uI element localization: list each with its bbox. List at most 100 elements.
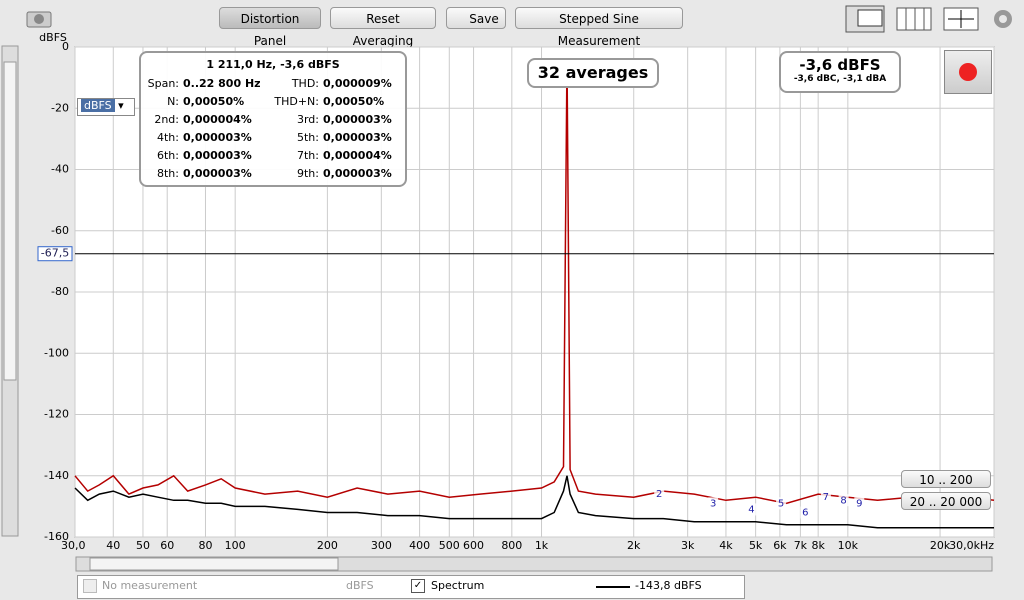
readout-label: 3rd:: [296, 113, 319, 126]
readout-value: 0,000003%: [183, 131, 252, 144]
harmonic-label: 9: [856, 498, 862, 509]
scroll-thumb[interactable]: [3, 61, 17, 381]
unit-select[interactable]: dBFS ▾: [77, 98, 135, 116]
readout-label: N:: [167, 95, 179, 108]
harmonic-marker: [800, 506, 811, 519]
y-tick-label: -160: [44, 530, 69, 543]
harmonic-marker: [820, 491, 831, 504]
record-button[interactable]: [944, 50, 992, 94]
x-tick-label: 30,0kHz: [949, 539, 994, 552]
button[interactable]: Save: [446, 7, 506, 29]
x-tick-label: 10k: [838, 539, 859, 552]
y-tick-label: -80: [51, 285, 69, 298]
x-tick-label: 60: [160, 539, 174, 552]
readout-label: 5th:: [297, 131, 319, 144]
x-tick-label: 8k: [811, 539, 825, 552]
readout-value: 0,000003%: [183, 167, 252, 180]
y-tick-label: -40: [51, 163, 69, 176]
readout-label: 4th:: [157, 131, 179, 144]
harmonic-marker: [838, 494, 849, 507]
camera-icon[interactable]: [26, 8, 52, 28]
readout-label: THD:: [291, 77, 319, 90]
x-tick-label: 600: [463, 539, 484, 552]
readout-value: 0,00050%: [323, 95, 385, 108]
legend: No measurement dBFS ✓ Spectrum -143,8 dB…: [77, 575, 745, 599]
harmonic-label: 4: [748, 504, 754, 515]
readout-value: 0,000003%: [183, 149, 252, 162]
x-tick-label: 80: [198, 539, 212, 552]
x-tick-label: 30,0: [61, 539, 86, 552]
harmonic-marker: [776, 497, 787, 510]
view-icons[interactable]: [840, 2, 1020, 34]
spectrum-line: [74, 475, 994, 529]
readout-value: 0,000004%: [323, 149, 392, 162]
readout-value: 0,000009%: [323, 77, 392, 90]
readout-value: 0,000003%: [323, 167, 392, 180]
x-tick-label: 5k: [749, 539, 763, 552]
scrollbar[interactable]: [1, 45, 19, 537]
checkbox[interactable]: [83, 579, 97, 593]
x-tick-label: 3k: [681, 539, 695, 552]
y-axis-label: dBFS: [39, 31, 67, 44]
x-tick-label: 20k: [930, 539, 951, 552]
x-tick-label: 7k: [794, 539, 808, 552]
x-tick-label: 800: [501, 539, 522, 552]
readout-title: 1 211,0 Hz, -3,6 dBFS: [206, 58, 340, 71]
cursor-label-box: [37, 246, 73, 262]
readout-value: 0,00050%: [183, 95, 245, 108]
legend-item: No measurement: [102, 579, 198, 592]
harmonic-marker: [746, 503, 757, 516]
scrollbar[interactable]: [75, 556, 993, 572]
readout-label: 8th:: [157, 167, 179, 180]
range-button[interactable]: 20 .. 20 000: [901, 492, 991, 510]
readout-label: 2nd:: [154, 113, 179, 126]
readout-value: 0,000003%: [323, 131, 392, 144]
x-tick-label: 2k: [627, 539, 641, 552]
distortion-readout: 1 211,0 Hz, -3,6 dBFS Span: 0..22 800 Hz T…: [139, 51, 407, 187]
button[interactable]: Stepped Sine Measurement: [515, 7, 683, 48]
harmonic-label: 3: [710, 498, 716, 509]
checkbox[interactable]: ✓: [411, 579, 425, 593]
cursor-label: -67,5: [41, 247, 69, 260]
readout-value: 0..22 800 Hz: [183, 77, 261, 90]
readout-value: 0,000003%: [323, 113, 392, 126]
legend-line: [596, 586, 630, 588]
averages-box: 32 averages: [527, 58, 659, 88]
x-tick-label: 100: [225, 539, 246, 552]
scroll-thumb[interactable]: [89, 557, 339, 571]
y-tick-label: -100: [44, 346, 69, 359]
x-tick-label: 6k: [773, 539, 787, 552]
button[interactable]: Reset Averaging: [330, 7, 436, 48]
unit-select-value: dBFS: [81, 99, 115, 112]
x-tick-label: 40: [106, 539, 120, 552]
legend-item: Spectrum: [431, 579, 485, 592]
readout-value: 0,000004%: [183, 113, 252, 126]
harmonic-marker: [654, 488, 665, 501]
harmonic-label: 7: [823, 492, 829, 503]
y-tick-label: -20: [51, 101, 69, 114]
harmonic-label: 2: [656, 489, 662, 500]
x-tick-label: 1k: [535, 539, 549, 552]
record-dot: [959, 63, 977, 81]
range-button[interactable]: 10 .. 200: [901, 470, 991, 488]
harmonic-label: 5: [778, 498, 784, 509]
x-tick-label: 300: [371, 539, 392, 552]
x-tick-label: 400: [409, 539, 430, 552]
readout-label: 9th:: [297, 167, 319, 180]
harmonic-label: 6: [802, 508, 808, 519]
y-tick-label: -140: [44, 469, 69, 482]
harmonic-label: 8: [840, 495, 846, 506]
x-tick-label: 500: [439, 539, 460, 552]
y-tick-label: 0: [62, 40, 69, 53]
x-tick-label: 200: [317, 539, 338, 552]
button[interactable]: Distortion Panel: [219, 7, 321, 48]
y-tick-label: -60: [51, 224, 69, 237]
legend-item: -143,8 dBFS: [635, 579, 702, 592]
level-box: -3,6 dBFS -3,6 dBC, -3,1 dBA: [779, 51, 901, 93]
harmonic-marker: [708, 497, 719, 510]
level-main: -3,6 dBFS: [799, 56, 881, 74]
x-tick-label: 4k: [719, 539, 733, 552]
y-tick-label: -120: [44, 408, 69, 421]
readout-label: Span:: [147, 77, 179, 90]
